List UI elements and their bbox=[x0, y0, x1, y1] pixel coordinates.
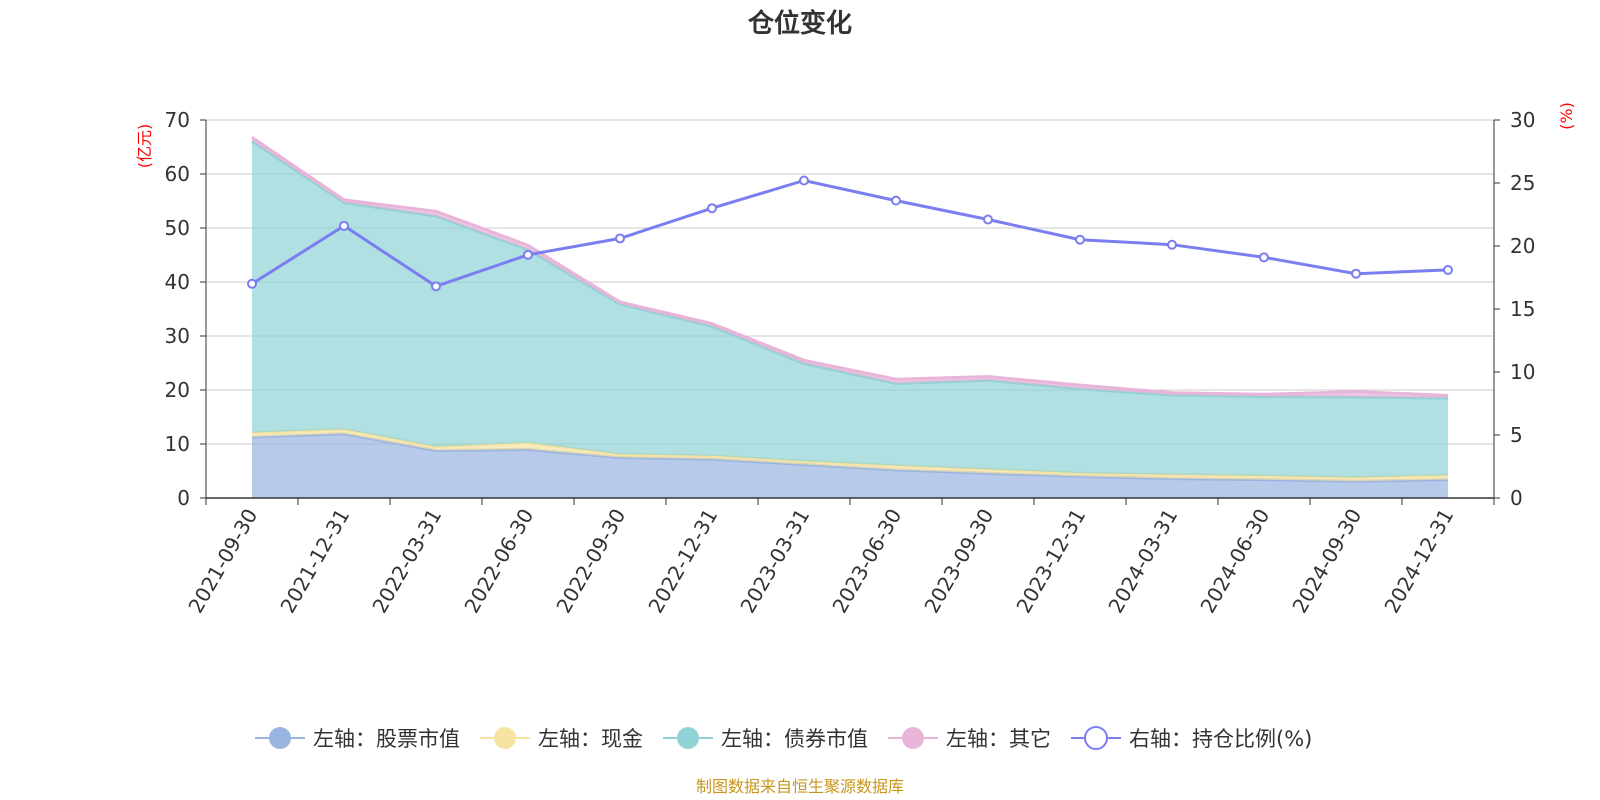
legend: 左轴：股票市值 左轴：现金 左轴：债券市值 左轴：其它 右轴：持仓比例(%) bbox=[255, 726, 1312, 751]
legend-label: 左轴：债券市值 bbox=[721, 727, 868, 751]
legend-marker-icon bbox=[1084, 726, 1108, 750]
ratio-point bbox=[1167, 239, 1177, 250]
x-tick-label: 2021-12-31 bbox=[275, 505, 354, 618]
ratio-point bbox=[1259, 252, 1269, 263]
ratio-point bbox=[615, 233, 625, 244]
legend-marker-icon bbox=[677, 727, 699, 749]
left-tick-label: 10 bbox=[165, 432, 190, 456]
x-tick-label: 2022-12-31 bbox=[643, 505, 722, 618]
x-tick-label: 2023-03-31 bbox=[735, 505, 814, 618]
left-tick-label: 20 bbox=[165, 378, 190, 402]
left-axis-unit: (亿元) bbox=[135, 124, 154, 169]
ratio-point bbox=[891, 195, 901, 206]
area-edge-series-2 bbox=[251, 427, 1449, 480]
legend-marker-icon bbox=[902, 727, 924, 749]
ratio-point bbox=[1443, 264, 1453, 275]
x-tick-label: 2024-06-30 bbox=[1195, 505, 1274, 618]
left-tick-label: 0 bbox=[177, 486, 190, 510]
ratio-point bbox=[247, 278, 257, 289]
left-tick-label: 60 bbox=[165, 162, 190, 186]
left-tick-label: 70 bbox=[165, 108, 190, 132]
ratio-point bbox=[707, 203, 717, 214]
area-series-1 bbox=[252, 433, 1448, 498]
legend-label: 左轴：现金 bbox=[538, 727, 643, 751]
legend-item-3[interactable]: 左轴：债券市值 bbox=[663, 727, 868, 751]
x-tick-label: 2023-12-31 bbox=[1011, 505, 1090, 618]
ratio-point bbox=[523, 249, 533, 260]
ratio-point bbox=[431, 281, 441, 292]
x-tick-label: 2024-03-31 bbox=[1103, 505, 1182, 618]
ratio-point bbox=[799, 175, 809, 186]
chart-title: 仓位变化 bbox=[747, 8, 852, 39]
legend-marker-icon bbox=[269, 727, 291, 749]
x-tick-label: 2024-12-31 bbox=[1379, 505, 1458, 618]
ratio-point bbox=[983, 214, 993, 225]
area-edge-series-4 bbox=[251, 136, 1449, 397]
source-note: 制图数据来自恒生聚源数据库 bbox=[696, 777, 904, 796]
right-tick-label: 10 bbox=[1510, 360, 1535, 384]
left-tick-label: 40 bbox=[165, 270, 190, 294]
ratio-point bbox=[1075, 234, 1085, 245]
right-tick-label: 25 bbox=[1510, 171, 1535, 195]
left-tick-label: 30 bbox=[165, 324, 190, 348]
x-tick-label: 2023-06-30 bbox=[827, 505, 906, 618]
right-tick-label: 0 bbox=[1510, 486, 1523, 510]
x-tick-label: 2022-06-30 bbox=[459, 505, 538, 618]
x-tick-label: 2022-03-31 bbox=[367, 505, 446, 618]
ratio-line bbox=[251, 178, 1449, 288]
right-tick-label: 5 bbox=[1510, 423, 1523, 447]
ratio-point bbox=[1351, 268, 1361, 279]
legend-item-5[interactable]: 右轴：持仓比例(%) bbox=[1071, 726, 1312, 751]
legend-label: 右轴：持仓比例(%) bbox=[1129, 727, 1312, 751]
legend-item-1[interactable]: 左轴：股票市值 bbox=[255, 727, 460, 751]
x-tick-label: 2023-09-30 bbox=[919, 505, 998, 618]
right-tick-label: 15 bbox=[1510, 297, 1535, 321]
x-tick-label: 2021-09-30 bbox=[183, 505, 262, 618]
x-tick-label: 2022-09-30 bbox=[551, 505, 630, 618]
legend-item-2[interactable]: 左轴：现金 bbox=[480, 727, 643, 751]
left-tick-label: 50 bbox=[165, 216, 190, 240]
legend-item-4[interactable]: 左轴：其它 bbox=[888, 727, 1051, 751]
legend-marker-icon bbox=[494, 727, 516, 749]
ratio-line-layer bbox=[247, 175, 1453, 292]
legend-label: 左轴：股票市值 bbox=[313, 727, 460, 751]
ratio-point bbox=[339, 220, 349, 231]
right-axis-unit: (%) bbox=[1557, 102, 1576, 130]
area-layer bbox=[251, 136, 1449, 498]
right-tick-label: 20 bbox=[1510, 234, 1535, 258]
right-tick-label: 30 bbox=[1510, 108, 1535, 132]
legend-label: 左轴：其它 bbox=[946, 727, 1051, 751]
x-tick-label: 2024-09-30 bbox=[1287, 505, 1366, 618]
